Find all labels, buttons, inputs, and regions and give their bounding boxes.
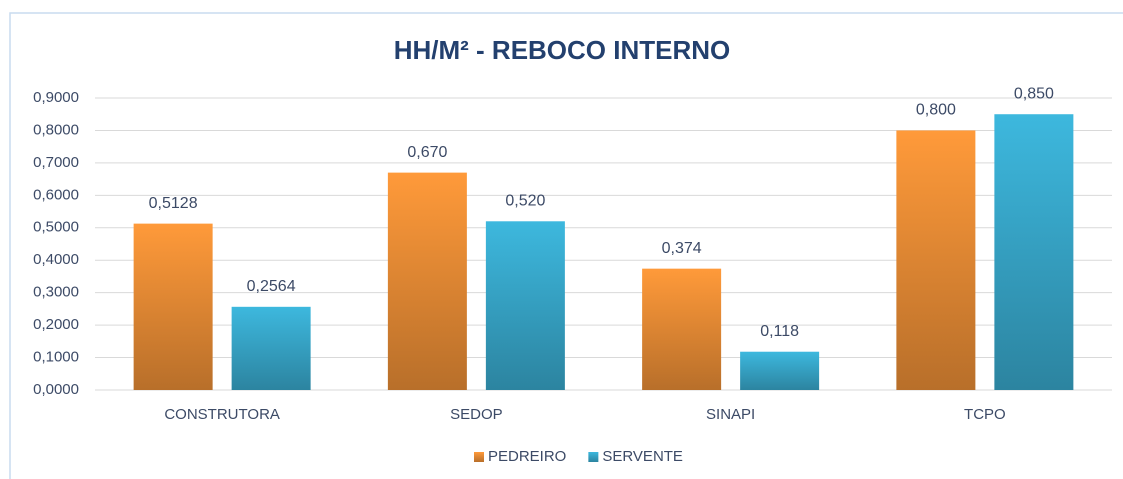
legend-swatch (474, 452, 484, 462)
value-label: 0,670 (407, 144, 447, 161)
x-tick-label: SINAPI (706, 406, 755, 423)
y-tick-label: 0,5000 (33, 219, 79, 236)
value-label: 0,2564 (247, 278, 296, 295)
legend-label: SERVENTE (602, 448, 683, 465)
y-tick-label: 0,0000 (33, 381, 79, 398)
legend-swatch (588, 452, 599, 462)
value-label: 0,5128 (149, 195, 198, 212)
bar (642, 268, 722, 390)
x-tick-label: CONSTRUTORA (164, 406, 280, 423)
y-tick-label: 0,6000 (33, 186, 79, 203)
chart-frame (9, 12, 1123, 479)
bar (485, 221, 565, 390)
legend-label: PEDREIRO (488, 448, 566, 465)
bar (231, 306, 311, 390)
bar (994, 114, 1074, 390)
y-tick-label: 0,2000 (33, 316, 79, 333)
bar (387, 172, 467, 390)
x-tick-label: TCPO (964, 406, 1006, 423)
y-tick-label: 0,4000 (33, 251, 79, 268)
value-label: 0,800 (916, 102, 956, 119)
bar (896, 130, 976, 390)
value-label: 0,118 (760, 323, 799, 340)
x-tick-label: SEDOP (450, 406, 503, 423)
y-tick-label: 0,7000 (33, 154, 79, 171)
bar (133, 223, 213, 390)
chart-title: HH/M² - REBOCO INTERNO (394, 35, 731, 65)
value-label: 0,850 (1014, 85, 1054, 102)
bar (740, 351, 820, 390)
value-label: 0,374 (662, 240, 702, 257)
y-tick-label: 0,3000 (33, 284, 79, 301)
value-label: 0,520 (505, 193, 545, 210)
y-tick-label: 0,1000 (33, 349, 79, 366)
y-tick-label: 0,9000 (33, 89, 79, 106)
y-tick-label: 0,8000 (33, 121, 79, 138)
